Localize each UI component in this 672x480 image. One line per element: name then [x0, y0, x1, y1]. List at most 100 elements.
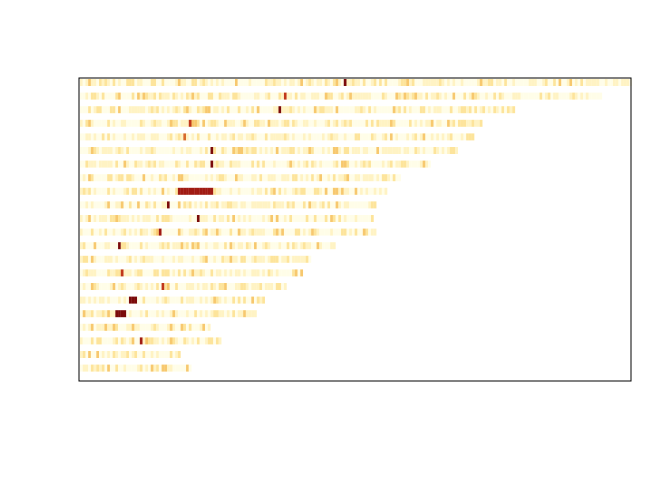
heatmap-cell [248, 187, 252, 195]
heatmap-cell [215, 215, 219, 222]
heatmap-cell [286, 79, 290, 86]
heatmap-cell [161, 364, 165, 372]
heatmap-cell [270, 201, 274, 209]
heatmap-cell [224, 174, 227, 182]
heatmap-cell [96, 337, 100, 345]
heatmap-cell [153, 79, 157, 86]
heatmap-cell [172, 133, 176, 141]
heatmap-cell [574, 79, 578, 86]
heatmap-cell [137, 351, 140, 358]
heatmap-cell [205, 147, 208, 154]
heatmap-cell [85, 337, 89, 345]
heatmap-cell [147, 364, 151, 372]
heatmap-cell [327, 92, 331, 100]
heatmap-cell [213, 79, 217, 86]
heatmap-cell [300, 133, 304, 141]
heatmap-cell [131, 310, 135, 318]
heatmap-cell [300, 187, 304, 195]
heatmap-cell [183, 119, 187, 127]
heatmap-cell [254, 228, 257, 236]
heatmap-cell [256, 201, 260, 209]
heatmap-cell [93, 133, 97, 141]
heatmap-cell [319, 187, 323, 195]
heatmap-cell [226, 255, 230, 263]
heatmap-cell [153, 228, 157, 236]
heatmap-cell [131, 351, 135, 358]
heatmap-cell [207, 215, 211, 222]
heatmap-cell [235, 242, 238, 250]
heatmap-cell [365, 174, 369, 182]
heatmap-cell [243, 174, 246, 182]
heatmap-cell [248, 201, 252, 209]
heatmap-cell [180, 147, 184, 154]
heatmap-cell [101, 228, 105, 236]
heatmap-cell [254, 147, 257, 154]
heatmap-cell [80, 296, 83, 304]
heatmap-cell [101, 337, 105, 345]
heatmap-cell [93, 187, 97, 195]
heatmap-cell [164, 119, 168, 127]
heatmap-cell [308, 201, 312, 209]
heatmap-cell [128, 269, 132, 277]
heatmap-cell [351, 228, 355, 236]
heatmap-cell [118, 187, 121, 195]
heatmap-cell [259, 228, 263, 236]
heatmap-cell [335, 119, 339, 127]
heatmap-cell [240, 92, 244, 100]
heatmap-cell [370, 106, 374, 114]
heatmap-cell [343, 215, 347, 222]
heatmap-cell [275, 106, 279, 114]
heatmap-cell [297, 79, 301, 86]
heatmap-cell [281, 283, 284, 290]
heatmap-cell [243, 310, 246, 318]
heatmap-cell [365, 215, 369, 222]
heatmap-cell [338, 147, 342, 154]
heatmap-cell [487, 79, 491, 86]
heatmap-cell [183, 323, 187, 331]
heatmap-cell [210, 310, 214, 318]
heatmap-cell [161, 174, 165, 182]
heatmap-cell [123, 133, 127, 141]
heatmap-cell [273, 92, 276, 100]
heatmap-cell [422, 106, 426, 114]
heatmap-cell [479, 106, 483, 114]
heatmap-cell [414, 160, 418, 168]
heatmap-cell [126, 187, 129, 195]
heatmap-cell [455, 79, 459, 86]
heatmap-cell [164, 160, 168, 168]
heatmap-cell [425, 106, 429, 114]
heatmap-cell [215, 242, 219, 250]
heatmap-cell [90, 283, 94, 290]
heatmap-cell [194, 133, 197, 141]
heatmap-cell [85, 351, 89, 358]
heatmap-cell [409, 106, 412, 114]
heatmap-cell [147, 337, 151, 345]
heatmap-cell [515, 79, 518, 86]
heatmap-cell [322, 215, 325, 222]
heatmap-cell [463, 92, 467, 100]
heatmap-cell [137, 296, 140, 304]
heatmap-cell [248, 147, 252, 154]
heatmap-cell [109, 201, 113, 209]
heatmap-cell [202, 283, 206, 290]
heatmap-cell [283, 283, 287, 290]
heatmap-cell [215, 174, 219, 182]
heatmap-cell [99, 79, 102, 86]
heatmap-cell [90, 255, 94, 263]
heatmap-cell [112, 133, 116, 141]
heatmap-cell [101, 296, 105, 304]
heatmap-cell [368, 92, 372, 100]
heatmap-cell [126, 364, 129, 372]
heatmap-cell [221, 283, 225, 290]
heatmap-cell [384, 147, 388, 154]
heatmap-cell [96, 283, 100, 290]
heatmap-cell [294, 201, 298, 209]
heatmap-cell [199, 133, 203, 141]
heatmap-cell [126, 215, 129, 222]
heatmap-cell [224, 187, 227, 195]
heatmap-cell [109, 92, 113, 100]
heatmap-cell [145, 269, 149, 277]
heatmap-cell [145, 310, 149, 318]
heatmap-cell [82, 174, 86, 182]
heatmap-cell [302, 174, 306, 182]
